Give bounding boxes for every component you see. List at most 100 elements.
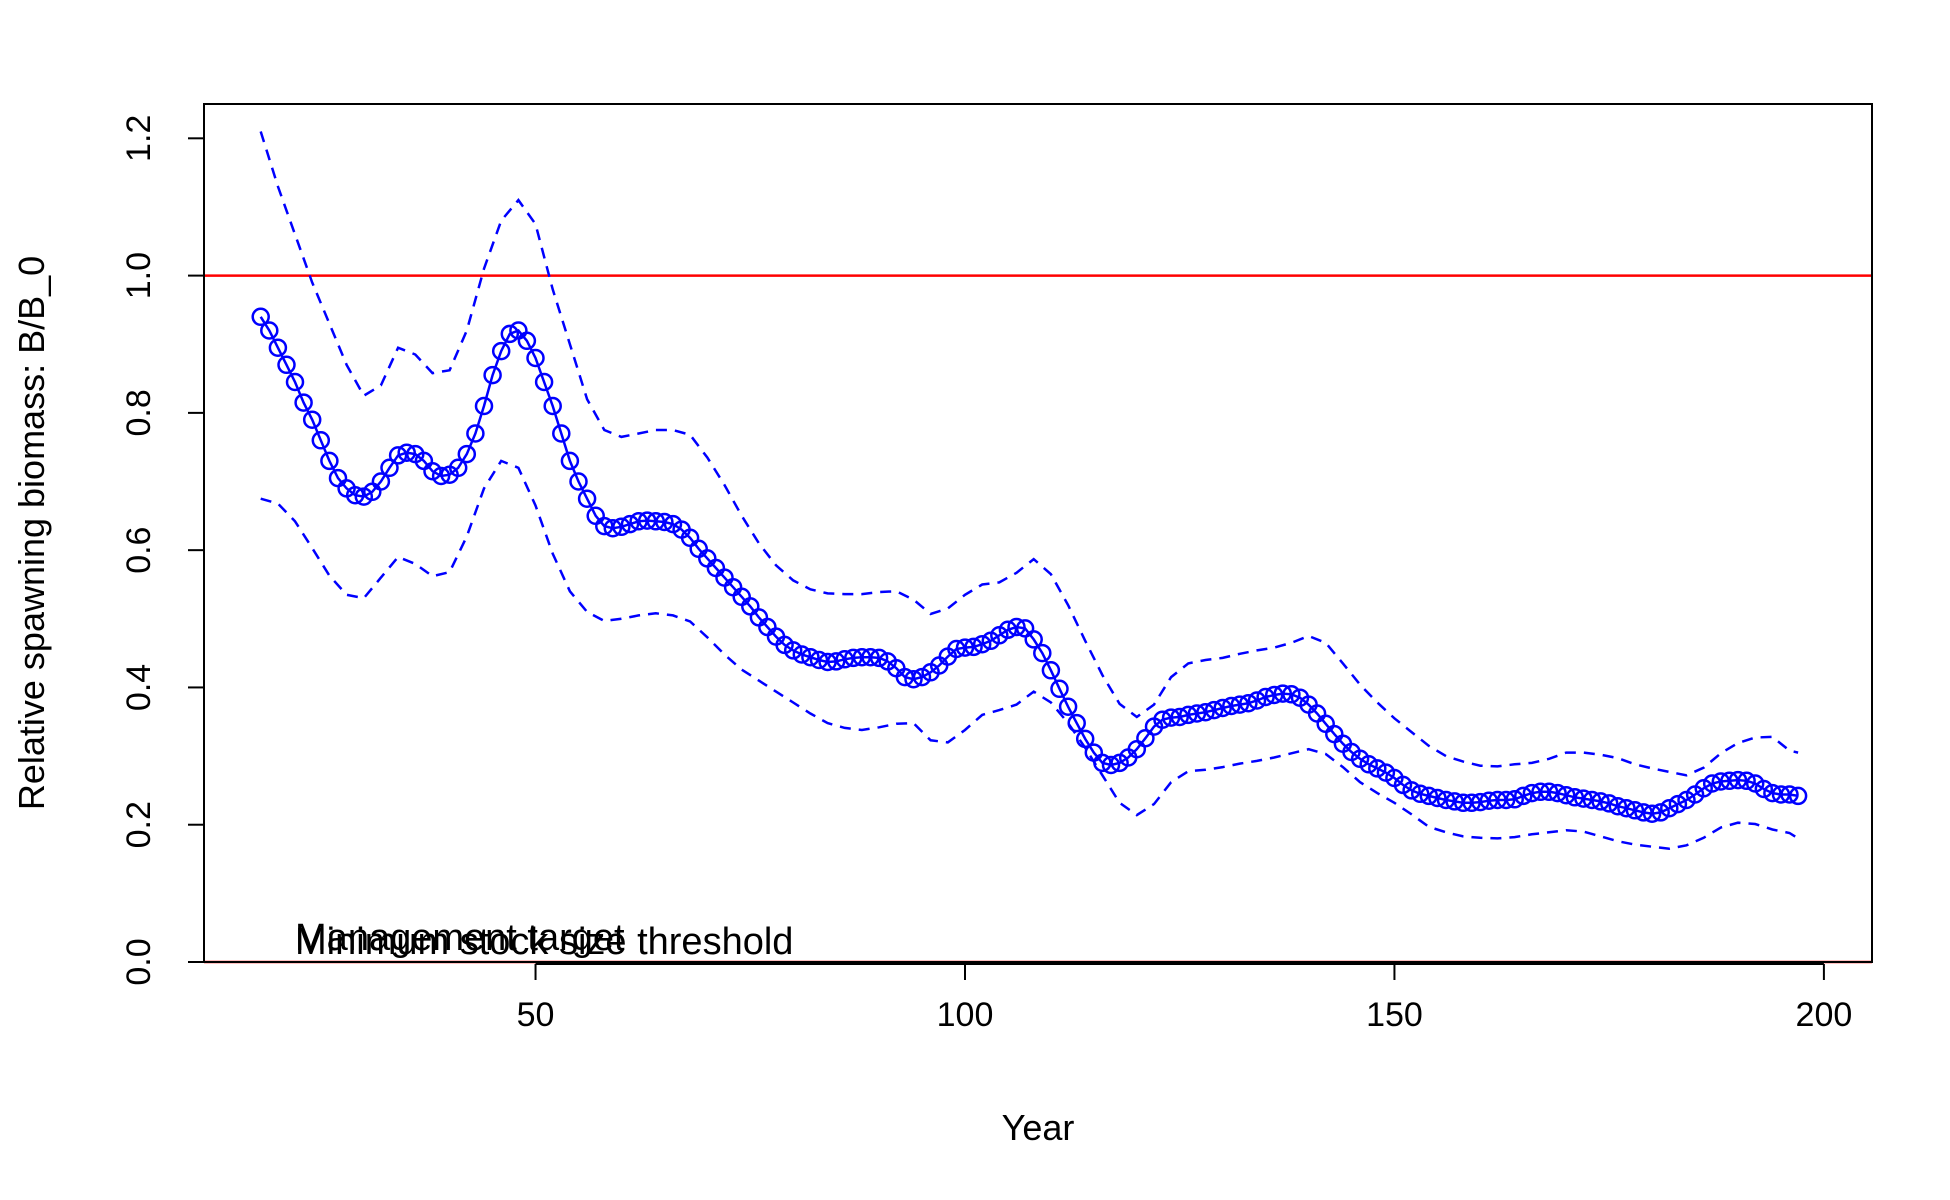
data-point xyxy=(1179,705,1198,725)
biomass-points xyxy=(251,307,1808,823)
data-point xyxy=(1651,803,1670,822)
data-point xyxy=(792,645,812,664)
data-point xyxy=(637,511,657,530)
data-point xyxy=(466,424,485,443)
data-point xyxy=(268,338,288,357)
data-point xyxy=(1660,798,1679,818)
data-point xyxy=(1565,788,1585,807)
data-point xyxy=(1737,771,1756,791)
data-point xyxy=(397,443,416,462)
data-point xyxy=(1041,661,1061,680)
data-point xyxy=(1496,790,1516,810)
data-point xyxy=(1007,617,1026,637)
data-point xyxy=(517,331,537,351)
x-tick-label: 200 xyxy=(1796,996,1853,1034)
data-point xyxy=(612,517,631,537)
data-point xyxy=(1136,728,1155,748)
data-point xyxy=(1471,792,1490,812)
data-point xyxy=(552,424,571,443)
confidence-bands xyxy=(259,131,1799,850)
y-tick-label: 1.2 xyxy=(120,115,158,162)
data-point xyxy=(1591,792,1610,811)
confidence-band-line-1 xyxy=(259,131,1799,777)
data-point xyxy=(577,489,597,508)
data-point xyxy=(904,669,923,689)
y-tick-label: 0.6 xyxy=(120,527,158,574)
data-point xyxy=(302,410,322,429)
data-point xyxy=(1239,693,1258,713)
data-point xyxy=(1582,790,1602,810)
data-point xyxy=(1522,783,1542,803)
data-point xyxy=(783,641,803,660)
data-point xyxy=(1368,759,1387,778)
data-point xyxy=(998,620,1018,640)
data-point xyxy=(809,650,829,670)
data-point xyxy=(483,365,502,385)
data-point xyxy=(1780,785,1799,804)
data-point xyxy=(1153,710,1172,729)
data-point xyxy=(1282,685,1301,704)
data-point xyxy=(388,446,408,465)
data-point xyxy=(260,321,279,340)
y-tick-label: 0.0 xyxy=(120,938,158,985)
data-point xyxy=(1505,790,1524,809)
data-point xyxy=(947,639,966,659)
x-tick-label: 50 xyxy=(517,996,555,1034)
data-point xyxy=(569,472,588,491)
data-point xyxy=(964,637,983,657)
data-point xyxy=(371,472,391,491)
data-point xyxy=(826,652,846,671)
data-point xyxy=(1556,785,1576,805)
data-point xyxy=(1788,786,1808,806)
y-axis: 0.0 0.2 0.4 0.6 0.8 1.0 1.2 xyxy=(120,115,205,986)
data-point xyxy=(1075,729,1095,749)
data-point xyxy=(1033,643,1052,663)
data-point xyxy=(603,518,623,538)
x-tick-label: 150 xyxy=(1366,996,1423,1034)
data-point xyxy=(474,396,494,416)
data-point xyxy=(835,650,854,669)
data-point xyxy=(345,485,365,505)
plot-frame xyxy=(203,103,1873,963)
data-point xyxy=(543,396,562,416)
data-point xyxy=(818,652,837,672)
data-point xyxy=(1539,782,1559,802)
y-tick-label: 0.2 xyxy=(120,801,158,848)
data-point xyxy=(1711,772,1731,791)
data-point xyxy=(1402,781,1421,800)
data-point xyxy=(1462,793,1481,813)
data-point xyxy=(500,324,520,344)
data-point xyxy=(1204,700,1224,720)
data-point xyxy=(1599,794,1619,813)
data-point xyxy=(560,451,580,471)
y-tick-label: 0.4 xyxy=(120,664,158,711)
data-point xyxy=(1728,770,1748,790)
data-point xyxy=(1702,774,1722,793)
confidence-band-line-2 xyxy=(260,459,1799,850)
data-point xyxy=(448,458,468,478)
data-point xyxy=(1574,789,1593,808)
data-point xyxy=(1067,713,1086,733)
data-point xyxy=(1617,798,1636,818)
y-tick-label: 0.8 xyxy=(120,389,158,436)
data-point xyxy=(1625,801,1645,820)
data-point xyxy=(1230,695,1250,714)
data-point xyxy=(1608,796,1628,816)
annotation-0: Management target xyxy=(295,917,625,959)
data-point xyxy=(1514,786,1533,806)
biomass-series xyxy=(259,316,1799,815)
data-point xyxy=(251,307,270,327)
data-point xyxy=(620,514,640,534)
data-point xyxy=(1410,784,1430,804)
data-point xyxy=(1101,755,1121,775)
data-point xyxy=(655,512,674,532)
data-point xyxy=(1058,697,1078,716)
y-axis-title: Relative spawning biomass: B/B_0 xyxy=(11,256,52,810)
reference-lines xyxy=(204,274,1872,964)
x-tick-label: 100 xyxy=(937,996,994,1034)
data-point xyxy=(526,348,545,368)
data-point xyxy=(1256,687,1275,707)
data-point xyxy=(285,372,305,392)
